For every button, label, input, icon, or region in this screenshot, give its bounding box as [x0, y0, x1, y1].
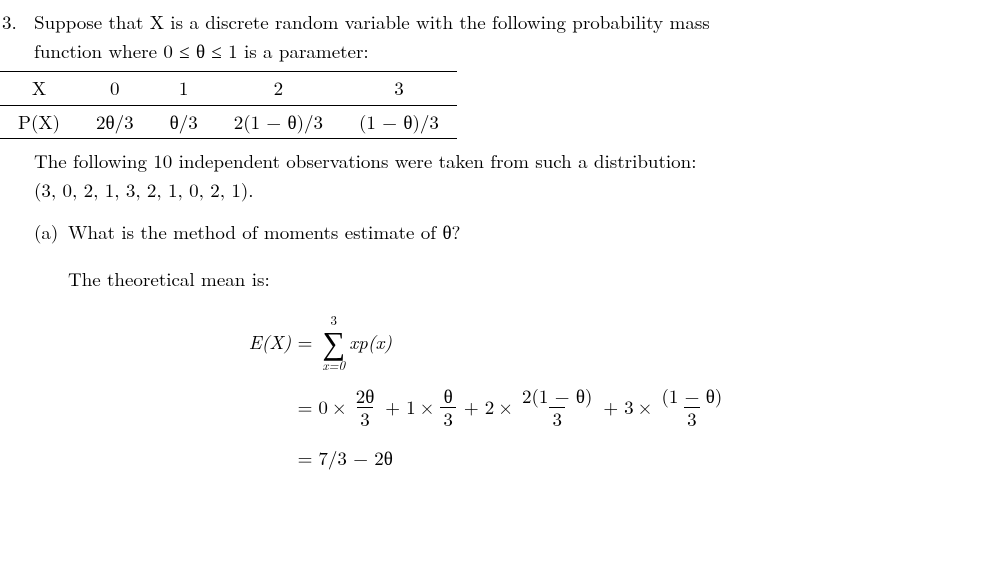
eq-rhs-expansion: 0 × 2θ 3 + 1 × θ 3 + 2 × 2(1 − θ) 3	[318, 385, 727, 430]
col-header: 2	[216, 72, 341, 106]
table-row: P(X) 2θ/3 θ/3 2(1 − θ)/3 (1 − θ)/3	[0, 105, 457, 139]
part-a-body: What is the method of moments estimate o…	[68, 218, 976, 293]
col-header: 1	[152, 72, 216, 106]
sigma-glyph: ∑	[322, 326, 345, 358]
fraction: 2(1 − θ) 3	[519, 385, 595, 430]
frac-num: 2θ	[353, 385, 378, 407]
plus-icon: +	[597, 393, 624, 422]
term2-coef: 2	[485, 393, 495, 422]
sum-body: xp(x)	[349, 328, 392, 357]
observations: The following 10 independent observation…	[34, 147, 976, 204]
cell: θ/3	[152, 105, 216, 139]
frac-num: (1 − θ)	[658, 385, 725, 407]
fraction: θ 3	[440, 385, 456, 430]
col-header: X	[0, 72, 78, 106]
cell: (1 − θ)/3	[341, 105, 457, 139]
sigma-icon: 3 ∑ x=0	[322, 313, 345, 371]
frac-den: 3	[549, 407, 565, 430]
part-a: (a) What is the method of moments estima…	[34, 218, 976, 293]
question-prompt: Suppose that X is a discrete random vari…	[34, 8, 976, 65]
pmf-table-wrap: X 0 1 2 3 P(X) 2θ/3 θ/3 2(1 − θ)/3 (1 − …	[0, 71, 976, 139]
times-icon: ×	[416, 393, 439, 422]
derivation: E(X) = 3 ∑ x=0 xp(x) = 0 × 2θ 3 +	[0, 313, 976, 472]
question-number: 3.	[0, 8, 34, 65]
part-label: (a)	[34, 218, 68, 293]
term1-coef: 1	[406, 393, 416, 422]
lhs-symbol: E(X)	[249, 328, 292, 355]
frac-den: 3	[440, 407, 456, 430]
times-icon: ×	[634, 393, 657, 422]
sum-lower: x=0	[322, 358, 345, 371]
cell: 2(1 − θ)/3	[216, 105, 341, 139]
table-row: X 0 1 2 3	[0, 72, 457, 106]
frac-den: 3	[684, 407, 700, 430]
part-a-prompt: What is the method of moments estimate o…	[68, 218, 461, 245]
question-header: 3. Suppose that X is a discrete random v…	[0, 8, 976, 65]
eq-lhs: E(X) =	[249, 328, 313, 357]
eq-rhs-sum: 3 ∑ x=0 xp(x)	[318, 313, 727, 371]
frac-num: θ	[441, 385, 456, 407]
obs-line-2: (3, 0, 2, 1, 3, 2, 1, 0, 2, 1).	[34, 176, 254, 203]
cell: 2θ/3	[78, 105, 152, 139]
fraction: (1 − θ) 3	[658, 385, 725, 430]
plus-icon: +	[458, 393, 485, 422]
prompt-line-1: Suppose that X is a discrete random vari…	[34, 8, 710, 35]
times-icon: ×	[328, 393, 351, 422]
times-icon: ×	[494, 393, 517, 422]
eq-blank: =	[249, 444, 313, 473]
col-header: 0	[78, 72, 152, 106]
equals-sign: =	[298, 328, 313, 355]
prompt-line-2: function where 0 ≤ θ ≤ 1 is a parameter:	[34, 37, 369, 64]
term0-coef: 0	[318, 393, 328, 422]
pmf-table: X 0 1 2 3 P(X) 2θ/3 θ/3 2(1 − θ)/3 (1 − …	[0, 71, 457, 139]
equation-grid: E(X) = 3 ∑ x=0 xp(x) = 0 × 2θ 3 +	[249, 313, 728, 472]
question-container: 3. Suppose that X is a discrete random v…	[0, 8, 976, 472]
obs-line-1: The following 10 independent observation…	[34, 147, 697, 174]
lead-in: The theoretical mean is:	[68, 265, 976, 294]
plus-icon: +	[379, 393, 406, 422]
frac-num: 2(1 − θ)	[519, 385, 595, 407]
frac-den: 3	[357, 407, 373, 430]
col-header: 3	[341, 72, 457, 106]
term3-coef: 3	[624, 393, 634, 422]
fraction: 2θ 3	[353, 385, 378, 430]
eq-rhs-result: 7/3 − 2θ	[318, 444, 727, 473]
eq-blank: =	[249, 393, 313, 422]
row-label: P(X)	[0, 105, 78, 139]
